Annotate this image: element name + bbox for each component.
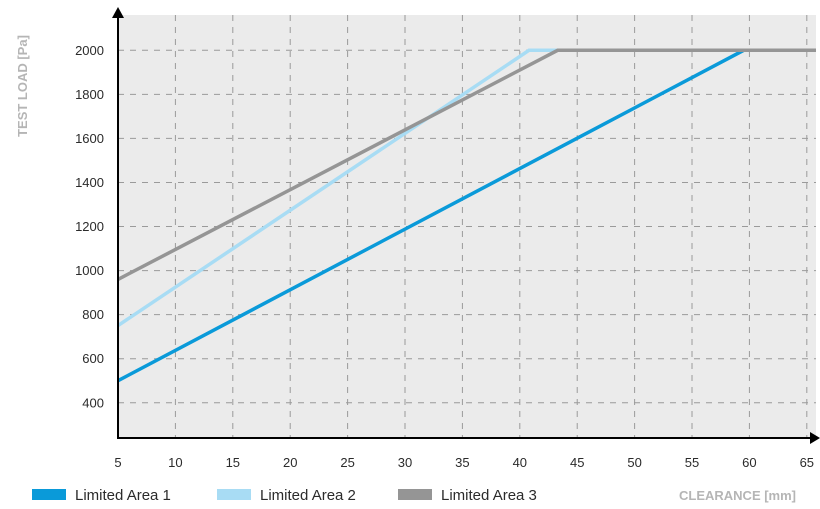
- y-tick-labels: 400 600 800 1000 1200 1400 1600 1800 2000: [75, 43, 104, 411]
- y-tick-label: 1200: [75, 219, 104, 234]
- y-tick-label: 1800: [75, 87, 104, 102]
- legend-swatch-1: [32, 489, 66, 500]
- x-axis-title: CLEARANCE [mm]: [679, 488, 796, 503]
- x-tick-label: 10: [168, 455, 182, 470]
- y-tick-label: 1000: [75, 263, 104, 278]
- axes: [112, 7, 820, 444]
- x-axis-arrow-icon: [810, 432, 820, 444]
- legend-label-2: Limited Area 2: [260, 487, 356, 504]
- series-line-3: [117, 48, 816, 281]
- x-tick-label: 65: [800, 455, 814, 470]
- x-tick-label: 15: [226, 455, 240, 470]
- y-tick-label: 1400: [75, 175, 104, 190]
- x-tick-labels: 5 10 15 20 25 30 35 40 45 50 55 60 65: [114, 455, 814, 470]
- x-tick-label: 35: [455, 455, 469, 470]
- x-tick-label: 30: [398, 455, 412, 470]
- x-tick-label: 55: [685, 455, 699, 470]
- x-tick-label: 60: [742, 455, 756, 470]
- legend-swatch-3: [398, 489, 432, 500]
- x-tick-label: 5: [114, 455, 121, 470]
- x-tick-label: 20: [283, 455, 297, 470]
- y-tick-label: 600: [82, 351, 104, 366]
- y-tick-label: 800: [82, 307, 104, 322]
- x-tick-label: 40: [513, 455, 527, 470]
- y-tick-label: 400: [82, 395, 104, 410]
- legend-label-3: Limited Area 3: [441, 487, 537, 504]
- y-tick-label: 2000: [75, 43, 104, 58]
- x-tick-label: 45: [570, 455, 584, 470]
- x-tick-label: 50: [627, 455, 641, 470]
- y-axis-arrow-icon: [112, 7, 124, 18]
- y-axis-title: TEST LOAD [Pa]: [15, 35, 30, 137]
- series-lines: [117, 48, 816, 383]
- legend: Limited Area 1 Limited Area 2 Limited Area…: [32, 487, 537, 504]
- legend-label-1: Limited Area 1: [75, 487, 171, 504]
- legend-swatch-2: [217, 489, 251, 500]
- x-tick-label: 25: [340, 455, 354, 470]
- y-tick-label: 1600: [75, 131, 104, 146]
